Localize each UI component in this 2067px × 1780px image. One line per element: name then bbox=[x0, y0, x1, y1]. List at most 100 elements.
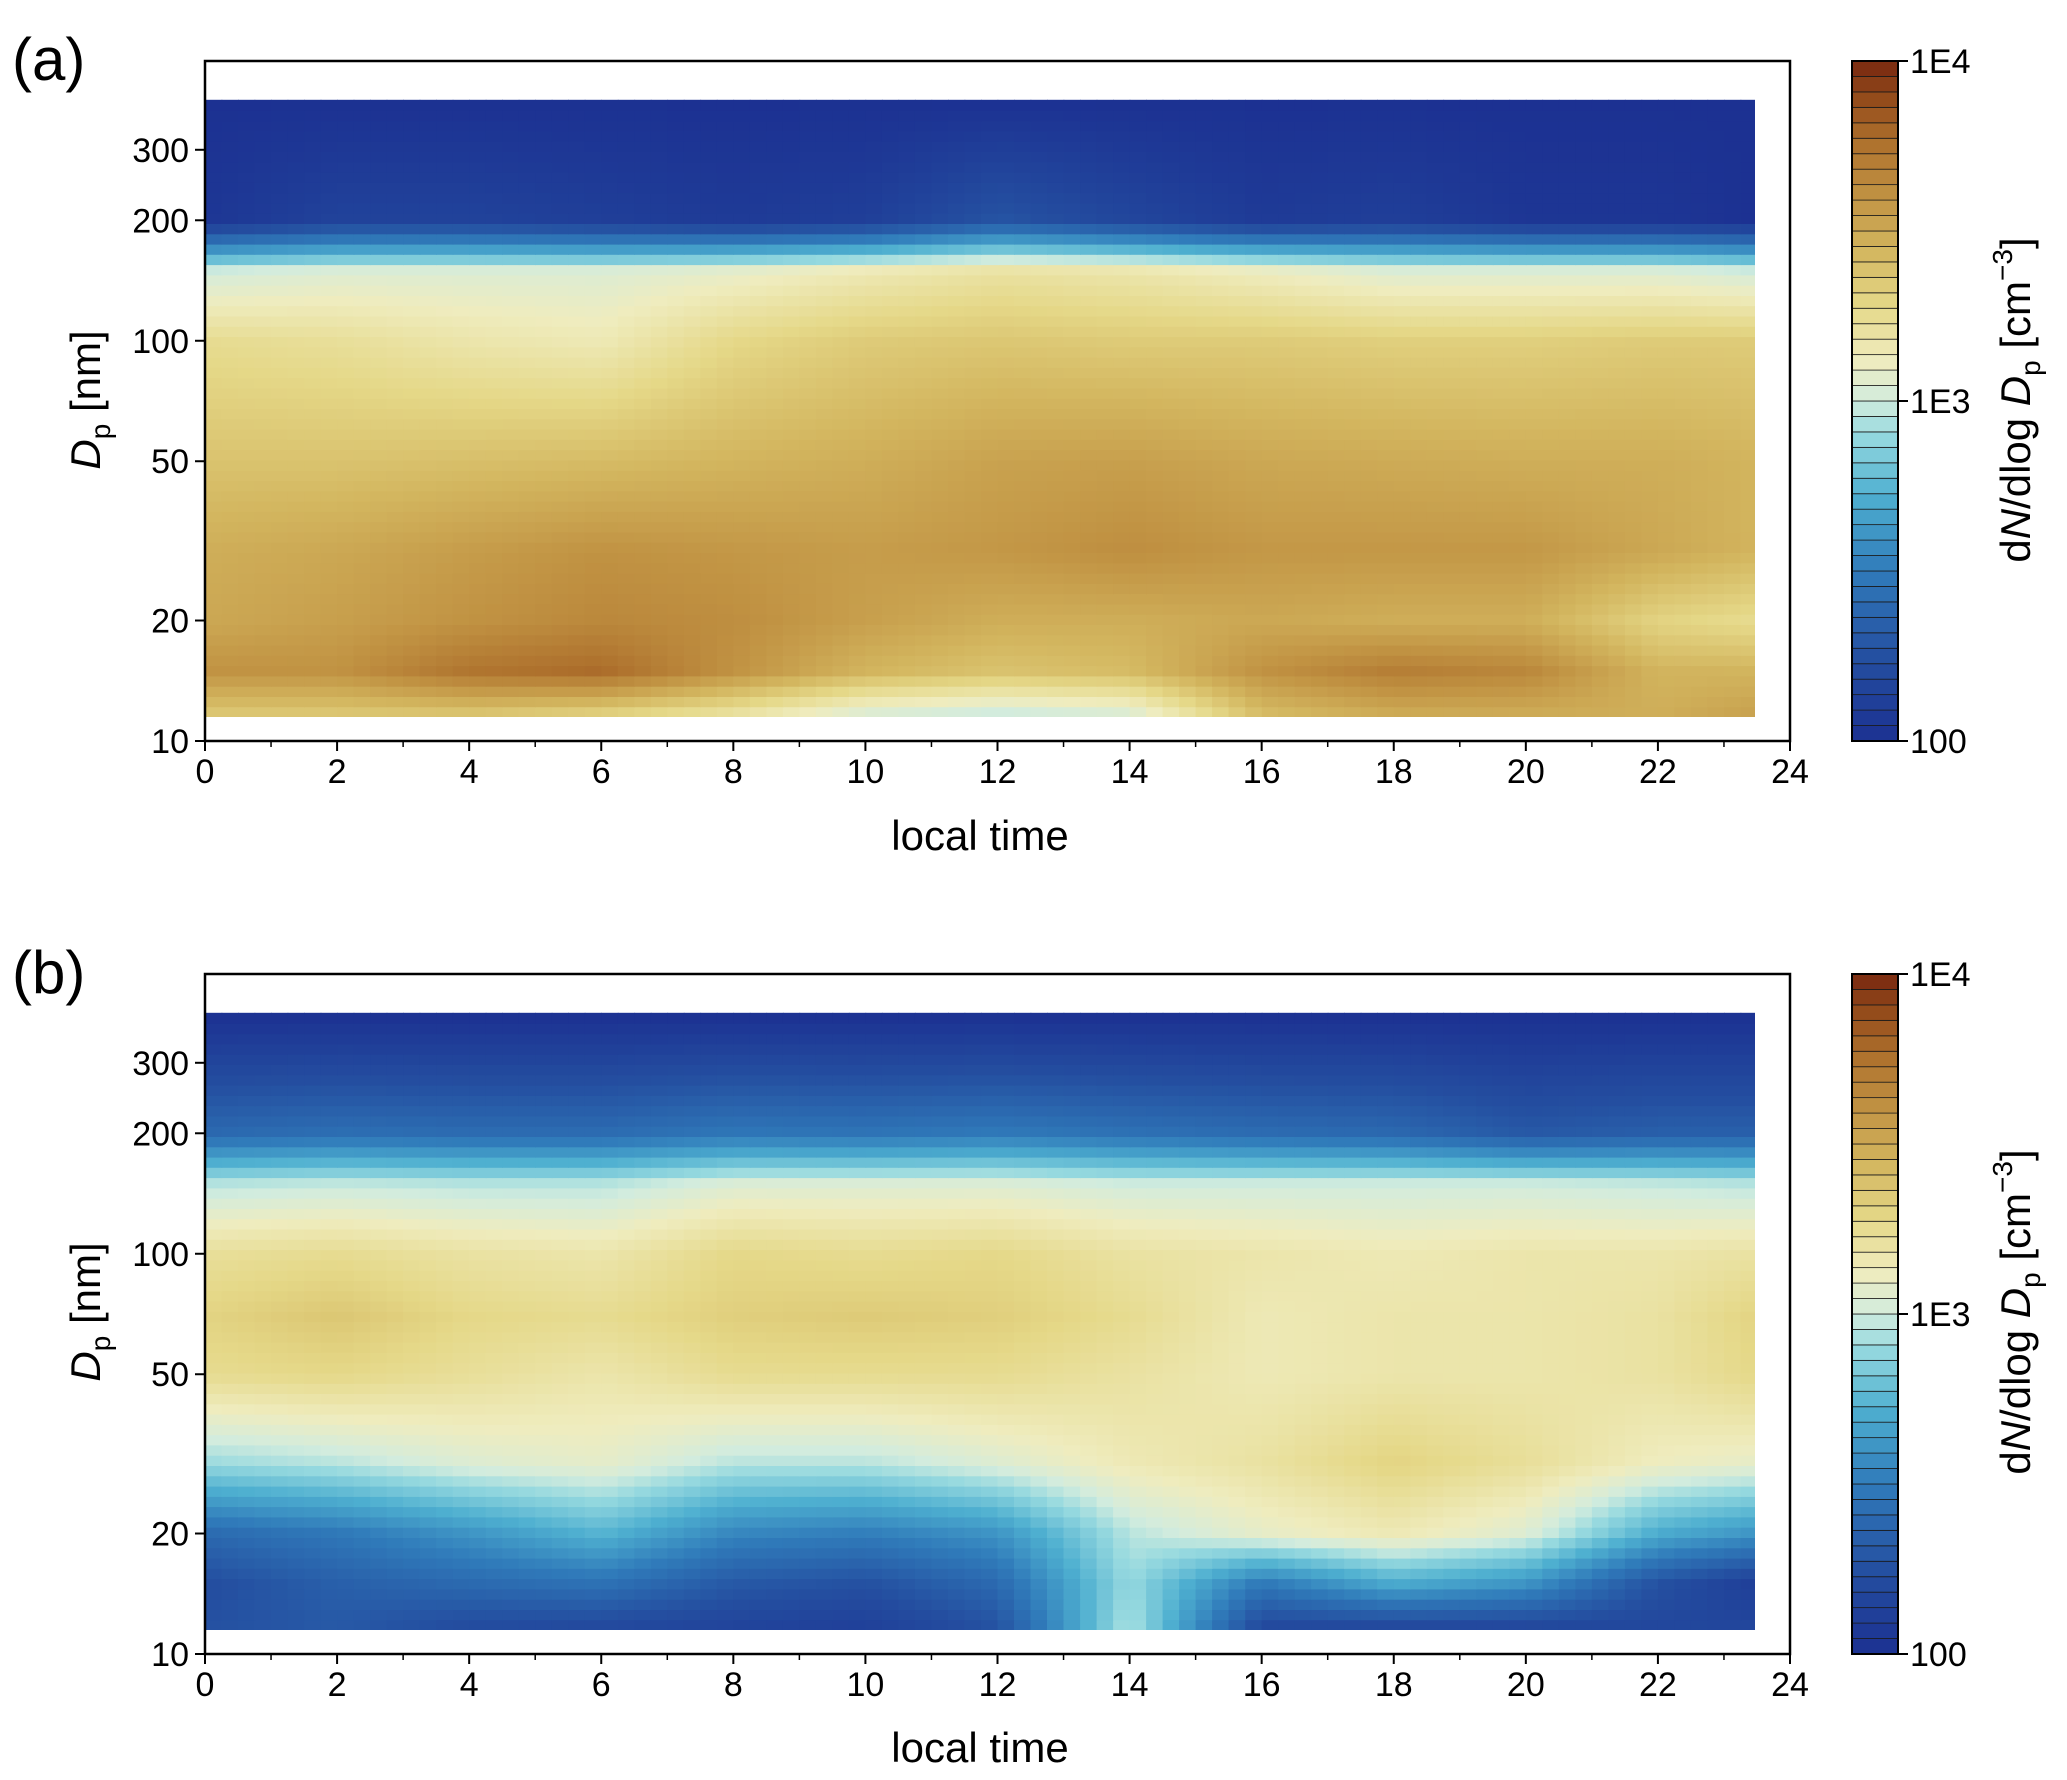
heatmap-cell bbox=[997, 624, 1015, 636]
heatmap-cell bbox=[271, 336, 289, 348]
heatmap-cell bbox=[1014, 233, 1032, 245]
heatmap-cell bbox=[436, 572, 454, 584]
heatmap-cell bbox=[1113, 562, 1131, 574]
heatmap-cell bbox=[1162, 655, 1180, 667]
heatmap-cell bbox=[1228, 439, 1246, 451]
heatmap-cell bbox=[1080, 315, 1098, 327]
heatmap-cell bbox=[1492, 171, 1511, 183]
heatmap-cell bbox=[1261, 500, 1279, 512]
heatmap-cell bbox=[667, 377, 685, 389]
heatmap-cell bbox=[1509, 202, 1527, 214]
heatmap-cell bbox=[370, 449, 388, 461]
heatmap-cell bbox=[304, 295, 322, 307]
heatmap-cell bbox=[1641, 428, 1659, 440]
heatmap-cell bbox=[1113, 264, 1131, 276]
heatmap-cell bbox=[1294, 377, 1312, 389]
heatmap-cell bbox=[436, 233, 454, 245]
heatmap-cell bbox=[1393, 511, 1412, 523]
heatmap-cell bbox=[832, 603, 850, 615]
heatmap-cell bbox=[469, 254, 487, 266]
heatmap-cell bbox=[1278, 428, 1296, 440]
heatmap-cell bbox=[948, 603, 966, 615]
heatmap-cell bbox=[1129, 356, 1147, 368]
heatmap-cell bbox=[1476, 182, 1494, 194]
heatmap-cell bbox=[238, 367, 256, 379]
heatmap-cell bbox=[304, 593, 322, 605]
heatmap-cell bbox=[568, 583, 586, 595]
heatmap-cell bbox=[881, 583, 900, 595]
heatmap-cell bbox=[1294, 295, 1312, 307]
heatmap-cell bbox=[749, 418, 768, 430]
heatmap-cell bbox=[782, 552, 801, 564]
heatmap-cell bbox=[931, 624, 949, 636]
heatmap-cell bbox=[419, 685, 437, 697]
heatmap-cell bbox=[1525, 541, 1544, 553]
heatmap-cell bbox=[1426, 634, 1445, 646]
heatmap-cell bbox=[1162, 346, 1180, 358]
heatmap-cell bbox=[1509, 243, 1527, 255]
heatmap-cell bbox=[1327, 233, 1345, 245]
heatmap-cell bbox=[1674, 233, 1692, 245]
heatmap-cell bbox=[403, 212, 421, 224]
heatmap-cell bbox=[1674, 428, 1692, 440]
heatmap-cell bbox=[749, 552, 768, 564]
heatmap-cell bbox=[964, 377, 982, 389]
heatmap-cell bbox=[1377, 613, 1395, 625]
heatmap-cell bbox=[1080, 685, 1098, 697]
heatmap-cell bbox=[617, 387, 636, 399]
heatmap-cell bbox=[1426, 418, 1445, 430]
heatmap-cell bbox=[815, 562, 834, 574]
heatmap-cell bbox=[1690, 655, 1709, 667]
heatmap-cell bbox=[766, 490, 784, 502]
heatmap-cell bbox=[1724, 665, 1742, 677]
heatmap-cell bbox=[716, 583, 735, 595]
heatmap-cell bbox=[1575, 346, 1593, 358]
heatmap-cell bbox=[1393, 326, 1412, 338]
heatmap-cell bbox=[1311, 480, 1329, 492]
heatmap-cell bbox=[353, 655, 371, 667]
heatmap-cell bbox=[1228, 315, 1246, 327]
heatmap-cell bbox=[1492, 696, 1511, 708]
heatmap-cell bbox=[1129, 706, 1147, 717]
heatmap-cell bbox=[1377, 284, 1395, 296]
heatmap-cell bbox=[1327, 223, 1345, 235]
heatmap-cell bbox=[1558, 655, 1577, 667]
heatmap-cell bbox=[1344, 469, 1362, 481]
heatmap-cell bbox=[981, 387, 999, 399]
heatmap-cell bbox=[1228, 603, 1246, 615]
heatmap-cell bbox=[700, 644, 718, 656]
heatmap-cell bbox=[386, 171, 404, 183]
heatmap-cell bbox=[502, 706, 520, 717]
heatmap-cell bbox=[535, 418, 553, 430]
heatmap-cell bbox=[485, 603, 503, 615]
heatmap-cell bbox=[1261, 644, 1279, 656]
heatmap-cell bbox=[865, 356, 883, 368]
heatmap-cell bbox=[1327, 202, 1345, 214]
heatmap-cell bbox=[1360, 408, 1378, 420]
heatmap-cell bbox=[1129, 696, 1147, 708]
heatmap-cell bbox=[502, 428, 520, 440]
heatmap-cell bbox=[1476, 469, 1494, 481]
heatmap-cell bbox=[1162, 511, 1180, 523]
heatmap-cell bbox=[1459, 326, 1478, 338]
heatmap-cell bbox=[799, 439, 817, 451]
heatmap-cell bbox=[353, 223, 371, 235]
heatmap-cell bbox=[1674, 449, 1692, 461]
heatmap-cell bbox=[1426, 223, 1445, 235]
heatmap-cell bbox=[650, 665, 669, 677]
heatmap-cell bbox=[1575, 511, 1593, 523]
heatmap-cell bbox=[1608, 449, 1626, 461]
heatmap-cell bbox=[948, 706, 966, 717]
heatmap-cell bbox=[320, 685, 338, 697]
heatmap-cell bbox=[1261, 254, 1279, 266]
heatmap-cell bbox=[1080, 521, 1098, 533]
heatmap-cell bbox=[1624, 593, 1643, 605]
heatmap-cell bbox=[1195, 572, 1213, 584]
heatmap-cell bbox=[353, 613, 371, 625]
heatmap-cell bbox=[320, 161, 338, 173]
heatmap-cell bbox=[221, 387, 239, 399]
heatmap-cell bbox=[617, 685, 636, 697]
heatmap-cell bbox=[1690, 541, 1709, 553]
heatmap-cell bbox=[320, 541, 338, 553]
heatmap-cell bbox=[766, 603, 784, 615]
